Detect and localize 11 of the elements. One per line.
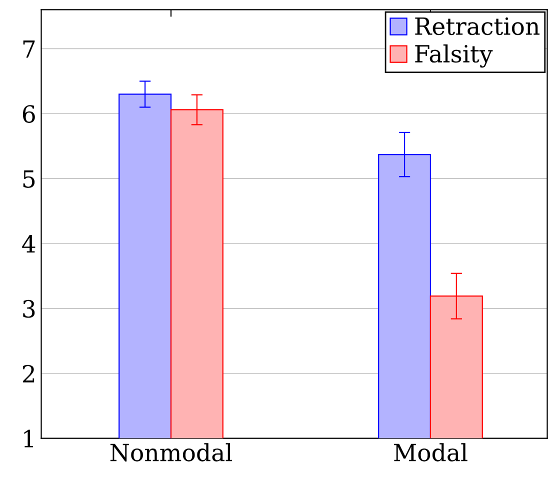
y-tick-label: 3	[23, 300, 35, 318]
y-tick-label: 7	[23, 40, 35, 58]
y-tick-label: 6	[22, 105, 35, 123]
x-tick-label: Nonmodal	[110, 443, 232, 462]
x-tick-label: Modal	[394, 443, 468, 462]
legend-label: Falsity	[415, 44, 493, 68]
y-tick-label: 5	[23, 170, 35, 188]
legend-label: Retraction	[415, 17, 540, 36]
y-tick-label: 1	[24, 430, 34, 448]
y-tick-label: 4	[22, 234, 36, 252]
y-tick-label: 2	[22, 364, 34, 382]
